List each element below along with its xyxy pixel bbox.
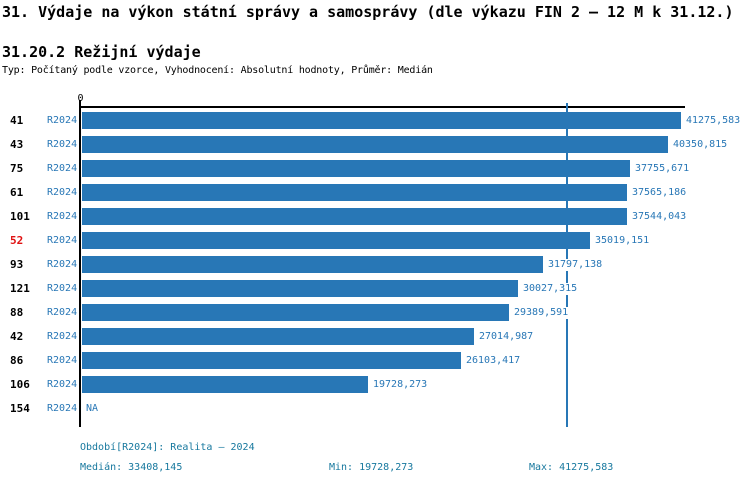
bar-value-label: 30027,315	[522, 283, 579, 295]
axis-top-line	[80, 106, 685, 108]
row-category-label: 154	[10, 402, 30, 415]
row-series-label: R2024	[47, 355, 78, 366]
section-title: 31.20.2 Režijní výdaje	[2, 43, 201, 61]
bar-value-label: 37544,043	[631, 211, 688, 223]
bar-value-label: 37565,186	[631, 187, 688, 199]
bar	[82, 376, 368, 393]
bar	[82, 280, 518, 297]
row-category-label: 93	[10, 258, 24, 271]
bar	[82, 208, 627, 225]
row-series-label: R2024	[47, 115, 78, 126]
na-label: NA	[86, 403, 99, 414]
bar-value-label: 37755,671	[634, 163, 691, 175]
row-category-label: 41	[10, 114, 24, 127]
row-category-label: 86	[10, 354, 24, 367]
row-category-label: 101	[10, 210, 30, 223]
bar	[82, 304, 509, 321]
row-series-label: R2024	[47, 139, 78, 150]
bar-value-label: 29389,591	[513, 307, 570, 319]
row-category-label: 52	[10, 234, 24, 247]
bar-value-label: 27014,987	[478, 331, 535, 343]
bar-value-label: 41275,583	[685, 115, 742, 127]
bar	[82, 256, 543, 273]
max-stat: Max: 41275,583	[529, 462, 614, 473]
row-category-label: 42	[10, 330, 24, 343]
axis-left-line	[79, 100, 81, 427]
bar-value-label: 26103,417	[465, 355, 522, 367]
bar-value-label: 31797,138	[547, 259, 604, 271]
row-series-label: R2024	[47, 379, 78, 390]
row-category-label: 43	[10, 138, 24, 151]
page-title: 31. Výdaje na výkon státní správy a samo…	[2, 3, 734, 21]
period-label: Období[R2024]: Realita – 2024	[80, 442, 255, 453]
row-series-label: R2024	[47, 259, 78, 270]
meta-line: Typ: Počítaný podle vzorce, Vyhodnocení:…	[2, 65, 433, 76]
row-category-label: 106	[10, 378, 30, 391]
axis-zero-label: 0	[77, 93, 84, 104]
bar	[82, 184, 627, 201]
bar	[82, 160, 630, 177]
bar	[82, 328, 474, 345]
min-stat: Min: 19728,273	[329, 462, 414, 473]
row-category-label: 88	[10, 306, 24, 319]
bar-value-label: 40350,815	[672, 139, 729, 151]
row-series-label: R2024	[47, 163, 78, 174]
row-series-label: R2024	[47, 307, 78, 318]
bar-value-label: 19728,273	[372, 379, 429, 391]
row-series-label: R2024	[47, 211, 78, 222]
row-category-label: 121	[10, 282, 30, 295]
bar	[82, 352, 461, 369]
row-series-label: R2024	[47, 331, 78, 342]
row-series-label: R2024	[47, 187, 78, 198]
row-series-label: R2024	[47, 235, 78, 246]
bar	[82, 232, 590, 249]
row-series-label: R2024	[47, 283, 78, 294]
row-series-label: R2024	[47, 403, 78, 414]
bar	[82, 112, 681, 129]
row-category-label: 61	[10, 186, 24, 199]
bar	[82, 136, 668, 153]
row-category-label: 75	[10, 162, 24, 175]
median-stat: Medián: 33408,145	[80, 462, 183, 473]
bar-value-label: 35019,151	[594, 235, 651, 247]
